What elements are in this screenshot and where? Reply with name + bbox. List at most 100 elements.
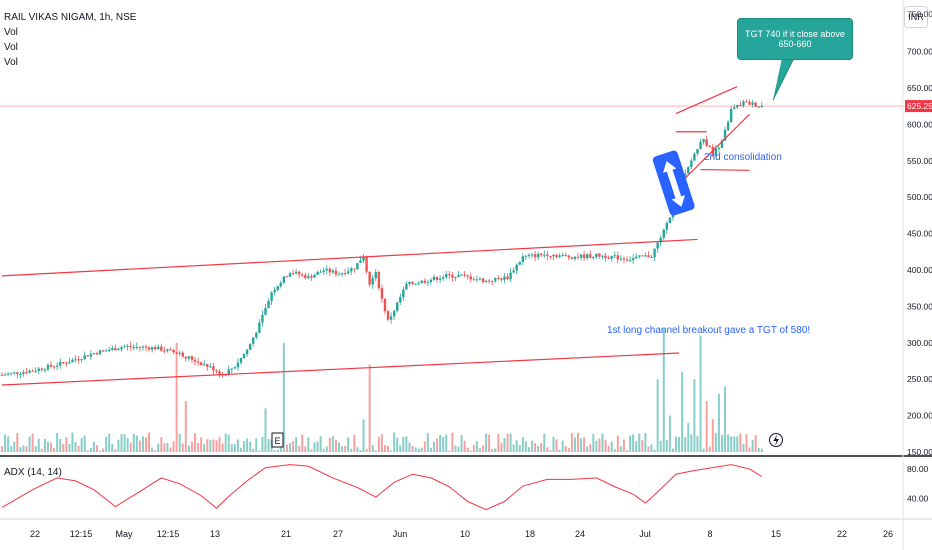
currency-button[interactable]: INR [904,6,928,28]
candle-body [720,140,724,149]
candle-body [469,276,472,280]
trendlines [1,86,750,386]
volume-bar [570,433,573,452]
candle-body [668,217,672,224]
volume-indicator-2[interactable]: Vol [4,42,18,53]
candle-body [31,370,34,372]
volume-bar [420,447,423,452]
volume-bar [230,444,233,452]
volume-bar [7,436,10,452]
volume-bar [86,450,89,452]
volume-bar [429,447,432,452]
candle-body [380,288,384,299]
candle-body [454,276,457,278]
volume-indicator-1[interactable]: Vol [4,27,18,38]
time-tick-label: 8 [707,529,712,539]
price-tick-label: 450.00 [907,229,932,239]
volume-bar [411,445,414,452]
candle-body [396,302,399,311]
time-tick-label: 12:15 [157,529,180,539]
target-callout[interactable]: TGT 740 if it close above 650-660 [737,18,853,60]
volume-bar [537,445,540,452]
volume-bar [613,449,616,452]
volume-bar [172,441,175,452]
volume-bar [344,446,347,452]
candle-body [598,253,601,257]
volume-bar [252,448,255,452]
volume-bar [650,444,653,452]
volume-bar [647,446,650,452]
volume-bar [730,436,733,452]
volume-bar [619,446,622,452]
candle-body [742,101,745,106]
volume-indicator-3[interactable]: Vol [4,57,18,68]
candle-body [402,289,405,298]
candle-body [368,271,371,285]
candle-body [570,257,574,259]
volume-bar [423,441,426,452]
earnings-marker[interactable]: E [271,432,284,448]
candle-body [561,254,564,256]
position-tool-icon[interactable] [652,150,696,217]
last-price-label: 625.25 [907,101,932,111]
volume-bar [442,436,445,452]
candle-body [429,279,433,283]
candle-body [52,366,56,368]
candle-body [512,270,515,273]
volume-bar [169,447,172,452]
volume-bar [239,447,242,452]
volume-bar [478,448,481,452]
candle-body [665,223,669,230]
candle-body [166,349,169,351]
candle-body [215,370,218,372]
volume-bar [28,436,31,452]
adx-tick-label: 80.00 [907,464,929,474]
candle-body [126,345,129,347]
candle-body [141,346,145,348]
volume-bar [705,401,708,452]
volume-bar [475,441,478,452]
volume-bar [120,434,123,452]
candle-body [438,278,442,280]
volume-bar [267,439,270,452]
candle-body [371,278,374,285]
split-marker[interactable] [769,433,783,447]
candle-body [307,276,310,279]
volume-bar [77,445,80,452]
volume-bar [494,448,497,452]
candle-body [108,349,111,351]
candle-body [573,256,577,259]
candle-body [282,276,286,283]
volume-bar [221,443,224,452]
volume-bar [668,415,671,452]
volume-bar [675,436,678,452]
volume-bar [212,439,215,452]
candle-body [445,274,448,278]
symbol-title[interactable]: RAIL VIKAS NIGAM, 1h, NSE [4,12,137,23]
volume-bar [371,445,374,452]
volume-bar [154,450,157,452]
volume-bar [144,437,147,452]
candle-body [181,352,184,357]
volume-bar [534,443,537,452]
volume-bars [1,328,763,452]
candle-body [40,368,44,370]
candle-body [178,352,181,354]
volume-bar [518,445,521,452]
candle-body [9,372,13,374]
consolidation-annotation: 2nd consolidation [704,152,782,163]
time-tick-label: 26 [883,529,893,539]
volume-bar [567,447,570,452]
volume-bar [573,437,576,452]
volume-bar [629,435,632,452]
candle-body [138,346,142,348]
volume-bar [638,433,641,452]
channel-note-annotation: 1st long channel breakout gave a TGT of … [607,325,810,336]
candle-body [693,153,696,161]
candle-body [273,290,276,293]
candle-body [374,271,377,279]
candle-body [316,271,319,275]
candle-body [0,374,4,376]
candle-body [353,268,356,270]
